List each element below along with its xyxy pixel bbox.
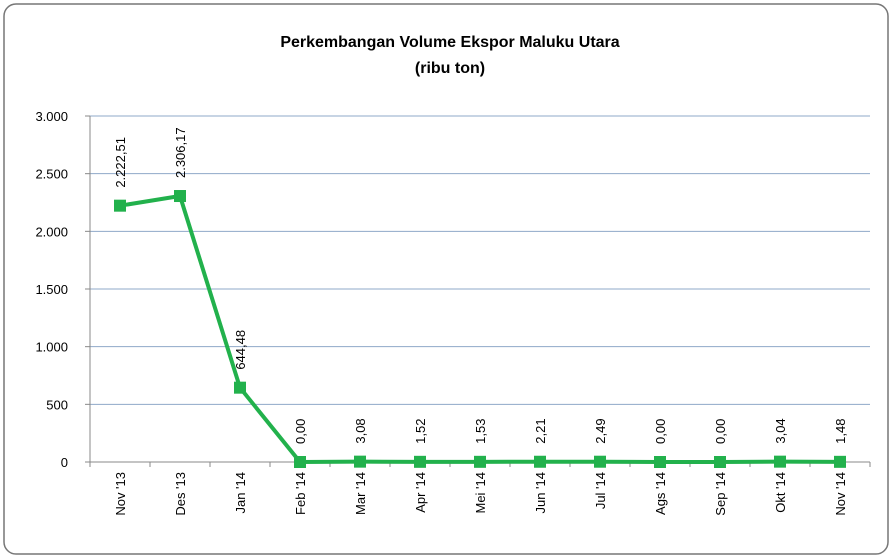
y-tick-label: 2.500 [35,167,68,182]
marker [654,456,666,468]
data-label: 3,04 [773,418,788,443]
marker [834,455,846,468]
data-label: 2,49 [593,418,608,443]
data-label: 0,00 [653,419,668,444]
chart-frame [3,3,889,555]
marker [354,455,366,468]
data-label: 2.222,51 [113,137,128,188]
chart-subtitle: (ribu ton) [415,60,485,77]
x-tick-label: Sep '14 [713,472,728,516]
marker [774,455,786,468]
data-label: 1,48 [833,419,848,444]
y-tick-label: 0 [61,455,68,470]
marker [414,455,426,468]
x-tick-label: Nov '13 [113,472,128,516]
data-label: 2,21 [533,418,548,443]
y-tick-label: 500 [46,397,68,412]
y-tick-label: 1.000 [35,340,68,355]
x-tick-label: Mei '14 [473,472,488,514]
data-label: 1,52 [413,419,428,444]
data-label: 3,08 [353,418,368,443]
marker [234,381,246,394]
marker [114,199,126,212]
marker [294,456,306,468]
chart-title: Perkembangan Volume Ekspor Maluku Utara [280,34,619,51]
y-tick-label: 3.000 [35,109,68,124]
marker [714,456,726,468]
data-label: 0,00 [713,419,728,444]
y-tick-label: 1.500 [35,282,68,297]
x-tick-label: Des '13 [173,472,188,516]
marker [594,455,606,468]
x-tick-label: Mar '14 [353,472,368,515]
data-label: 2.306,17 [173,127,188,178]
x-tick-label: Feb '14 [293,472,308,515]
data-label: 0,00 [293,419,308,444]
x-tick-label: Nov '14 [833,472,848,516]
x-tick-label: Okt '14 [773,472,788,513]
x-tick-label: Jun '14 [533,472,548,514]
data-label: 1,53 [473,419,488,444]
x-tick-label: Ags '14 [653,472,668,515]
x-tick-label: Jul '14 [593,472,608,509]
data-label: 644,48 [233,330,248,370]
y-tick-label: 2.000 [35,224,68,239]
marker [534,455,546,468]
x-tick-label: Apr '14 [413,472,428,513]
marker [174,190,186,203]
marker [474,455,486,468]
x-tick-label: Jan '14 [233,472,248,514]
